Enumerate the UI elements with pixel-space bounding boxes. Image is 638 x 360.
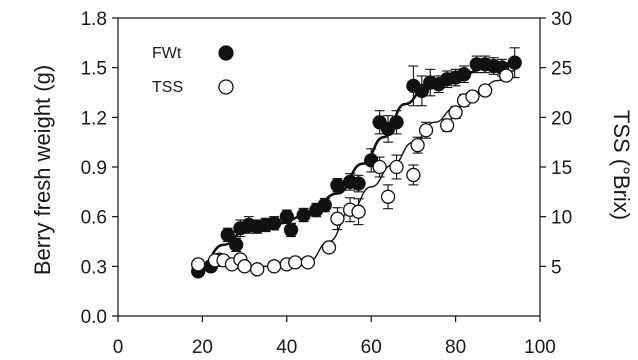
y-right-tick-label: 15: [551, 158, 572, 179]
point-fwt: [330, 178, 345, 193]
y-left-tick-label: 1.2: [81, 108, 107, 129]
point-tss: [351, 204, 366, 219]
point-tss: [389, 159, 404, 175]
x-tick-label: 20: [192, 337, 213, 358]
y-right-axis-label: TSS (°Brix): [609, 110, 634, 220]
y-left-tick-label: 1.8: [81, 9, 107, 30]
point-fwt: [279, 209, 294, 224]
x-tick-label: 0: [113, 337, 124, 358]
point-tss: [465, 89, 480, 104]
y-right-tick-label: 30: [551, 9, 572, 30]
point-tss: [440, 118, 455, 133]
point-tss: [372, 159, 387, 175]
point-tss: [418, 123, 434, 138]
y-left-tick-label: 0.0: [81, 307, 107, 328]
legend-label-tss: TSS: [152, 79, 183, 96]
point-tss: [330, 211, 345, 226]
x-tick-label: 100: [524, 337, 556, 358]
y-right-tick-label: 5: [551, 257, 562, 278]
point-tss: [288, 255, 303, 270]
point-fwt: [389, 115, 404, 130]
point-tss: [410, 137, 425, 153]
legend-marker-fwt: [218, 45, 234, 61]
x-tick-label: 60: [361, 337, 382, 358]
y-left-tick-label: 0.6: [81, 208, 107, 229]
point-fwt: [351, 176, 366, 191]
point-fwt: [229, 237, 244, 252]
point-fwt: [456, 67, 472, 82]
point-tss: [191, 257, 206, 272]
point-fwt: [414, 83, 429, 98]
point-tss: [300, 255, 316, 270]
point-fwt: [296, 207, 311, 223]
y-left-axis-label: Berry fresh weight (g): [30, 65, 55, 275]
point-tss: [406, 167, 421, 183]
x-axis: 0 20 40 60 80 100: [113, 316, 556, 358]
point-tss: [499, 68, 514, 83]
point-tss: [250, 262, 265, 277]
y-right-axis: 5 10 15 20 25 30: [540, 9, 572, 278]
y-right-tick-label: 25: [551, 59, 572, 80]
y-left-axis: 0.0 0.3 0.6 0.9 1.2 1.5 1.8: [81, 9, 118, 328]
y-right-tick-label: 20: [551, 108, 572, 129]
legend: FWt TSS: [152, 45, 234, 96]
y-left-tick-label: 0.9: [81, 158, 107, 179]
point-fwt: [220, 227, 235, 243]
point-tss: [237, 259, 252, 274]
point-tss: [477, 83, 493, 98]
point-tss: [380, 189, 396, 204]
point-tss: [266, 259, 282, 274]
legend-marker-tss: [218, 79, 234, 95]
x-tick-label: 40: [276, 337, 297, 358]
point-tss: [321, 240, 337, 255]
error-bars: [193, 47, 520, 276]
legend-label-fwt: FWt: [152, 45, 182, 62]
point-fwt: [283, 222, 299, 238]
point-fwt: [317, 197, 332, 213]
point-tss: [448, 105, 463, 120]
y-left-tick-label: 1.5: [81, 59, 107, 80]
point-fwt: [266, 216, 282, 231]
point-fwt: [507, 55, 522, 70]
x-tick-label: 80: [445, 337, 466, 358]
y-left-tick-label: 0.3: [81, 257, 107, 278]
data-points: [191, 55, 522, 279]
y-right-tick-label: 10: [551, 208, 572, 229]
